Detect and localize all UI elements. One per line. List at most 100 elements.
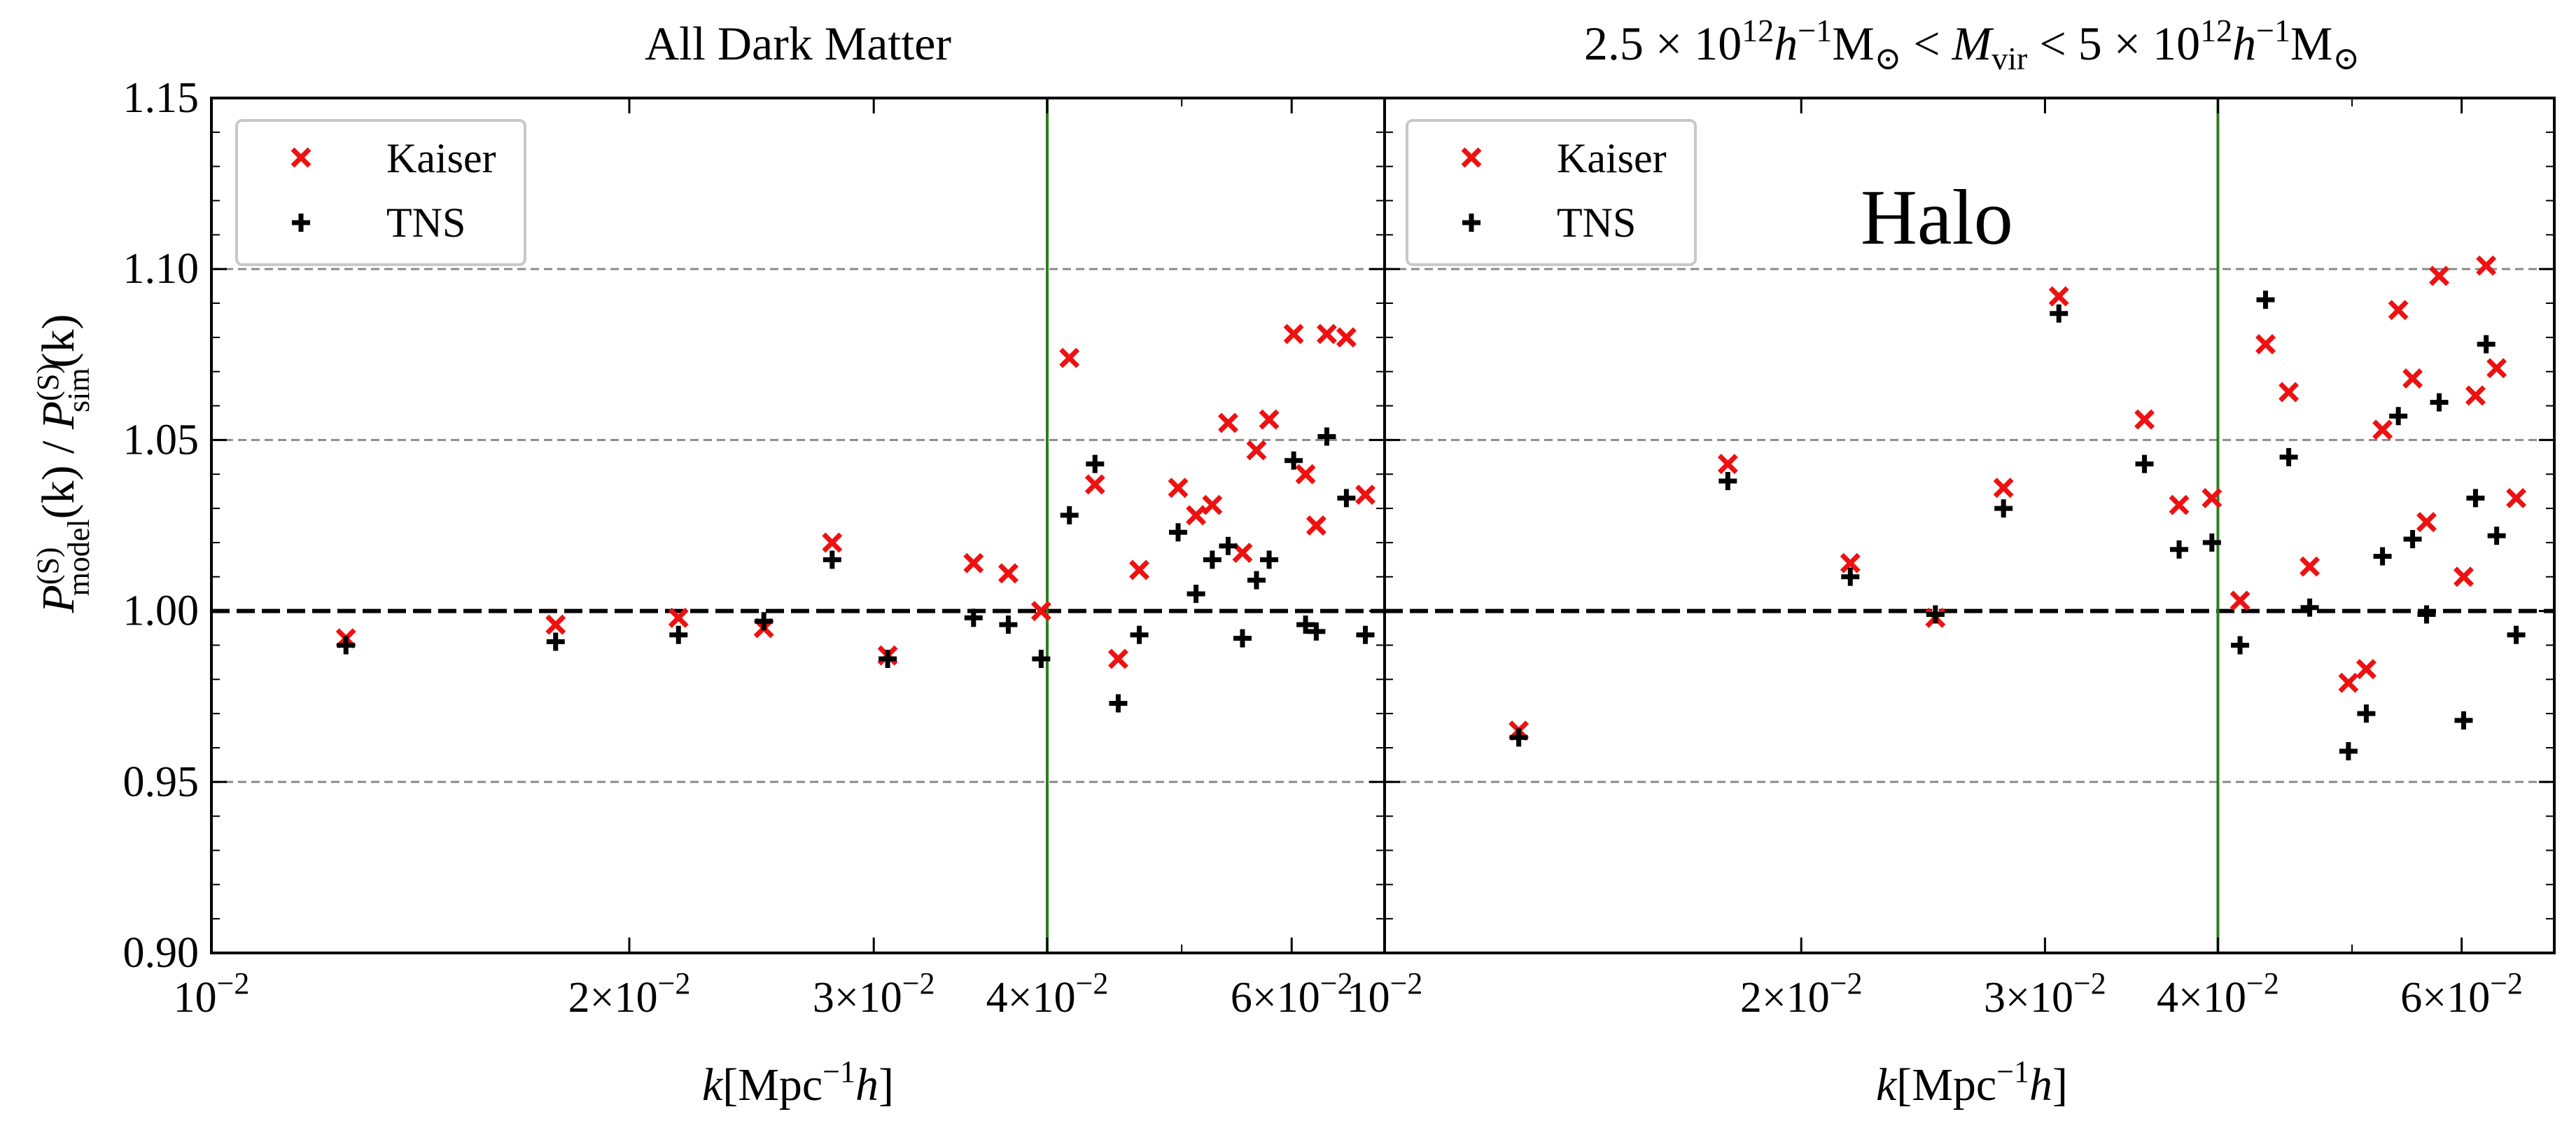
- tns-point: [1296, 615, 1315, 634]
- x-tick-label: 10−2: [1347, 966, 1423, 1022]
- panel-halo-mass-bin: 2.5 × 1012h−1M⊙ < Mvir < 5 × 1012h−1M⊙ 1…: [1347, 13, 2556, 1110]
- tns-point: [964, 608, 983, 627]
- tns-point: [1060, 506, 1079, 524]
- kaiser-point: [2134, 409, 2155, 430]
- y-axis-label: P(S)model(k) / P(S)sim(k): [31, 314, 96, 613]
- kaiser-point: [2476, 255, 2497, 276]
- tns-point: [2339, 741, 2358, 760]
- x-tick-label: 4×10−2: [986, 966, 1109, 1022]
- kaiser-point: [997, 563, 1018, 584]
- tns-point: [2417, 605, 2436, 624]
- panel-title: All Dark Matter: [645, 17, 951, 70]
- x-label-close: ]: [878, 1059, 894, 1110]
- x-tick-label: 6×10−2: [2400, 966, 2523, 1022]
- tns-point: [2373, 547, 2392, 566]
- x-axis-label: k[Mpc−1h]: [702, 1054, 894, 1110]
- kaiser-point: [1717, 454, 1738, 475]
- kaiser-point: [1840, 552, 1861, 573]
- tns-point: [2466, 489, 2485, 508]
- y-label-p1: P: [33, 585, 84, 613]
- kaiser-point: [2486, 358, 2507, 379]
- tns-point: [2389, 407, 2408, 426]
- x-label-h: h: [855, 1059, 878, 1110]
- data-points: [335, 323, 1376, 713]
- legend-kaiser-label: Kaiser: [386, 135, 496, 181]
- tns-point: [1247, 571, 1266, 590]
- kaiser-point: [1059, 347, 1080, 368]
- reference-lines: [1385, 98, 2554, 953]
- x-label-close: ]: [2052, 1059, 2068, 1110]
- tns-point: [2403, 530, 2422, 549]
- legend-tns-label: TNS: [1557, 200, 1636, 246]
- tns-point: [546, 632, 565, 651]
- kaiser-point: [1168, 478, 1189, 499]
- x-tick-label: 2×10−2: [568, 966, 691, 1022]
- panel-title: 2.5 × 1012h−1M⊙ < Mvir < 5 × 1012h−1M⊙: [1584, 13, 2360, 76]
- tns-point: [1109, 694, 1128, 713]
- kaiser-point: [963, 552, 984, 573]
- legend-kaiser-marker: [290, 147, 312, 168]
- kaiser-point: [1306, 515, 1326, 536]
- tns-point: [1169, 523, 1188, 542]
- kaiser-point: [2356, 659, 2376, 680]
- x-label-exp: −1: [1996, 1054, 2029, 1089]
- x-tick-label: 2×10−2: [1740, 966, 1863, 1022]
- y-label-end: (k): [33, 314, 84, 368]
- kaiser-point: [2465, 385, 2486, 406]
- legend-kaiser-symbol: [1461, 147, 1482, 168]
- tns-point: [2507, 625, 2526, 644]
- kaiser-point: [1993, 478, 2014, 499]
- y-label-sup2: (S): [31, 363, 65, 401]
- kaiser-point: [1283, 323, 1304, 344]
- tns-point: [2256, 291, 2275, 309]
- x-tick-label: 4×10−2: [2157, 966, 2279, 1022]
- tns-point: [1926, 605, 1945, 624]
- tns-point: [1307, 622, 1326, 641]
- tns-point: [2170, 540, 2189, 559]
- y-tick-label: 1.05: [123, 416, 200, 464]
- legend-kaiser-marker: [1461, 147, 1482, 168]
- y-tick-label: 1.00: [123, 587, 200, 635]
- tns-point: [2430, 393, 2449, 412]
- kaiser-point: [2506, 487, 2527, 508]
- tns-point: [1130, 625, 1149, 644]
- tns-point: [2050, 304, 2068, 323]
- tns-point: [999, 615, 1018, 634]
- y-tick-label: 0.95: [123, 758, 200, 806]
- x-label-open: [Mpc: [1896, 1059, 1996, 1110]
- tns-point: [2487, 527, 2506, 545]
- x-axis-label: k[Mpc−1h]: [1876, 1054, 2068, 1110]
- tns-point: [2477, 335, 2496, 354]
- kaiser-point: [2388, 300, 2409, 321]
- y-label-mid: (k) /: [33, 429, 84, 519]
- kaiser-point: [2416, 512, 2437, 533]
- legend-kaiser-label: Kaiser: [1557, 135, 1667, 181]
- kaiser-point: [1316, 323, 1337, 344]
- y-label-p2: P: [33, 401, 84, 430]
- kaiser-point: [1186, 505, 1207, 526]
- x-tick-label: 3×10−2: [1984, 966, 2106, 1022]
- kaiser-point: [1246, 440, 1267, 461]
- y-tick-label: 1.15: [123, 74, 200, 122]
- tns-point: [1356, 625, 1375, 644]
- x-label-k: k: [702, 1059, 724, 1110]
- kaiser-point: [2278, 382, 2300, 403]
- kaiser-point: [2338, 672, 2359, 693]
- kaiser-point: [2429, 265, 2450, 286]
- panel-all-dark-matter: All Dark Matter 0.90 0.95 1.00 1.05 1.10 1.15…: [123, 17, 1386, 1110]
- tns-point: [2300, 598, 2319, 617]
- kaiser-point: [1030, 601, 1051, 622]
- ticks: [1383, 97, 2555, 954]
- legend-box: [235, 119, 526, 266]
- kaiser-point: [2048, 286, 2069, 307]
- kaiser-point: [2372, 419, 2393, 440]
- legend-tns-marker: [1462, 214, 1480, 232]
- halo-annotation: Halo: [1861, 174, 2013, 261]
- tns-point: [1086, 454, 1105, 473]
- tns-point: [2279, 447, 2298, 466]
- kaiser-point: [2230, 590, 2250, 611]
- tns-point: [2231, 636, 2250, 655]
- legend-tns-symbol: [1462, 214, 1480, 232]
- gridlines: [211, 267, 1385, 784]
- kaiser-point: [1129, 559, 1150, 580]
